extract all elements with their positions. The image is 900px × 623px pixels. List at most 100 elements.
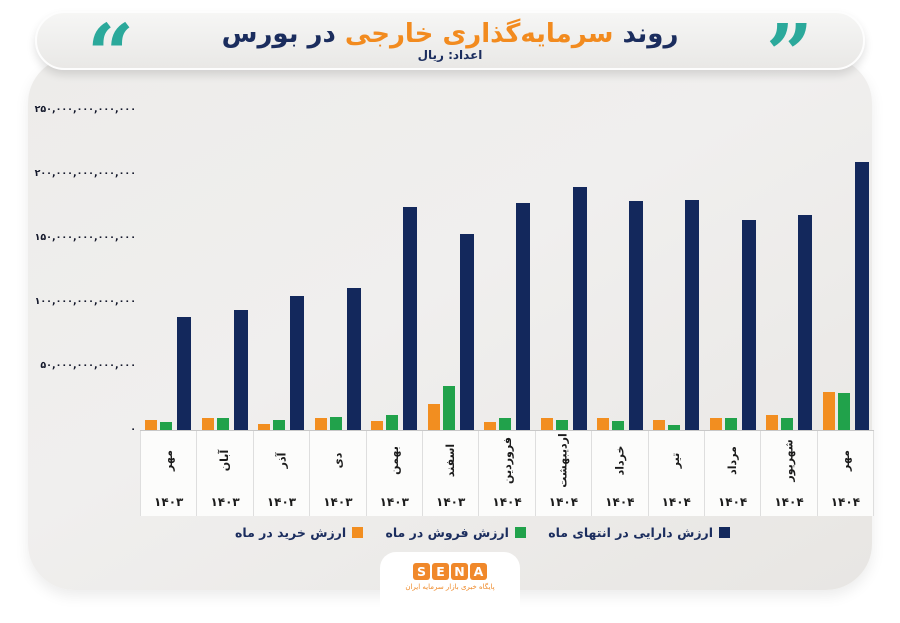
bar-sell xyxy=(611,421,624,430)
bar-assets xyxy=(741,220,756,430)
bar-buy xyxy=(427,404,440,430)
year-label: ۱۴۰۴ xyxy=(717,495,748,509)
month-label: آذر xyxy=(274,452,288,468)
assets-swatch-icon xyxy=(719,526,730,538)
bar-group xyxy=(761,98,817,430)
sena-logo-letter: N xyxy=(451,563,468,580)
month-label: تیر xyxy=(669,452,683,468)
legend-item-buy: ارزش خرید در ماه xyxy=(235,524,364,540)
year-label: ۱۴۰۴ xyxy=(830,495,861,509)
month-label: اسفند xyxy=(444,443,458,477)
bar-assets xyxy=(685,200,700,430)
bar-buy xyxy=(258,424,271,430)
bar-buy xyxy=(540,418,553,430)
bar-assets xyxy=(516,203,531,430)
x-axis-column: اردیبهشت ۱۴۰۴ xyxy=(535,431,593,516)
x-axis-band: مهر ۱۴۰۳ آبان ۱۴۰۳ آذر ۱۴۰۳ دی ۱۴۰۳ بهمن ۱۴۰۳ اسفن… xyxy=(140,430,875,516)
x-axis-column: شهریور ۱۴۰۴ xyxy=(761,431,818,516)
chart-legend: ارزش دارایی در انتهای ماه ارزش فروش در م… xyxy=(235,521,730,543)
month-label: مهر xyxy=(838,449,852,471)
bar-group xyxy=(309,98,365,430)
month-label: بهمن xyxy=(387,445,401,475)
bar-sell xyxy=(273,420,286,430)
bar-sell xyxy=(216,418,229,430)
bar-group xyxy=(479,98,535,430)
bar-sell xyxy=(724,418,737,430)
bar-group xyxy=(253,98,309,430)
title-part-orange: سرمایه‌گذاری خارجی xyxy=(344,19,614,49)
month-label: مهر xyxy=(162,449,176,471)
bar-group xyxy=(648,98,704,430)
bar-assets xyxy=(459,234,474,430)
buy-swatch-icon xyxy=(352,526,364,538)
bar-sell xyxy=(386,415,399,430)
bar-assets xyxy=(290,296,305,430)
year-label: ۱۴۰۴ xyxy=(548,495,579,509)
bar-group xyxy=(818,98,874,430)
sena-logo-letter: S xyxy=(413,563,430,580)
bar-sell xyxy=(555,420,568,430)
bar-assets xyxy=(628,201,643,430)
month-label: آبان xyxy=(218,449,232,471)
chart-unit-subtitle: اعداد: ریال xyxy=(417,48,483,62)
month-label: دی xyxy=(331,452,345,468)
legend-label-sell: ارزش فروش در ماه xyxy=(385,524,509,540)
bar-group xyxy=(422,98,478,430)
bar-sell xyxy=(781,418,794,430)
bar-assets xyxy=(177,317,192,430)
bar-buy xyxy=(709,418,722,430)
month-label: اردیبهشت xyxy=(556,432,570,488)
x-axis-column: فروردین ۱۴۰۴ xyxy=(479,431,536,516)
legend-item-assets: ارزش دارایی در انتهای ماه xyxy=(548,525,730,540)
year-label: ۱۴۰۳ xyxy=(154,495,184,509)
title-part-navy2: در بورس xyxy=(221,19,336,49)
sena-logo-letter: E xyxy=(432,563,449,580)
sell-swatch-icon xyxy=(514,526,526,538)
year-label: ۱۴۰۴ xyxy=(661,495,691,509)
x-axis-column: بهمن ۱۴۰۳ xyxy=(366,431,423,516)
bar-buy xyxy=(766,415,779,430)
year-label: ۱۴۰۴ xyxy=(605,495,635,509)
bar-group xyxy=(535,98,591,430)
bar-sell xyxy=(837,393,850,430)
bar-buy xyxy=(371,421,384,430)
bar-assets xyxy=(233,310,248,430)
bar-group xyxy=(366,98,422,430)
sena-logo: S E N A xyxy=(380,563,520,580)
month-label: خرداد xyxy=(613,445,627,475)
x-axis-column: اسفند ۱۴۰۳ xyxy=(422,431,480,516)
bar-group xyxy=(592,98,648,430)
bar-buy xyxy=(822,392,835,430)
x-axis-column: مرداد ۱۴۰۴ xyxy=(704,431,762,516)
bar-sell xyxy=(499,418,512,430)
bar-buy xyxy=(596,418,609,430)
sena-logo-caption: پایگاه خبری بازار سرمایه ایران xyxy=(405,583,495,591)
bar-group xyxy=(705,98,761,430)
x-axis-column: تیر ۱۴۰۴ xyxy=(648,431,705,516)
bar-sell xyxy=(668,425,681,430)
year-label: ۱۴۰۳ xyxy=(266,495,297,509)
footer-logo-tab: S E N A پایگاه خبری بازار سرمایه ایران xyxy=(380,552,520,623)
bar-buy xyxy=(145,420,158,430)
bar-buy xyxy=(314,418,327,430)
x-axis-column: دی ۱۴۰۳ xyxy=(310,431,367,516)
sena-logo-letter: A xyxy=(470,563,487,580)
bar-buy xyxy=(484,422,497,430)
bar-assets xyxy=(346,288,361,430)
header: “ روند سرمایه‌گذاری خارجی در بورس اعداد:… xyxy=(35,9,865,101)
x-axis-column: مهر ۱۴۰۳ xyxy=(140,431,198,516)
bar-sell xyxy=(160,422,173,430)
bar-group xyxy=(140,98,196,430)
plot-area xyxy=(140,98,874,430)
legend-label-buy: ارزش خرید در ماه xyxy=(235,524,347,540)
x-axis-column: مهر ۱۴۰۴ xyxy=(817,431,875,516)
year-label: ۱۴۰۳ xyxy=(210,495,240,509)
page-title: روند سرمایه‌گذاری خارجی در بورس xyxy=(37,20,863,48)
bar-group xyxy=(196,98,252,430)
bar-assets xyxy=(798,215,813,430)
bar-buy xyxy=(201,418,214,430)
month-label: مرداد xyxy=(726,445,740,475)
year-label: ۱۴۰۳ xyxy=(436,495,466,509)
month-label: شهریور xyxy=(782,438,796,482)
